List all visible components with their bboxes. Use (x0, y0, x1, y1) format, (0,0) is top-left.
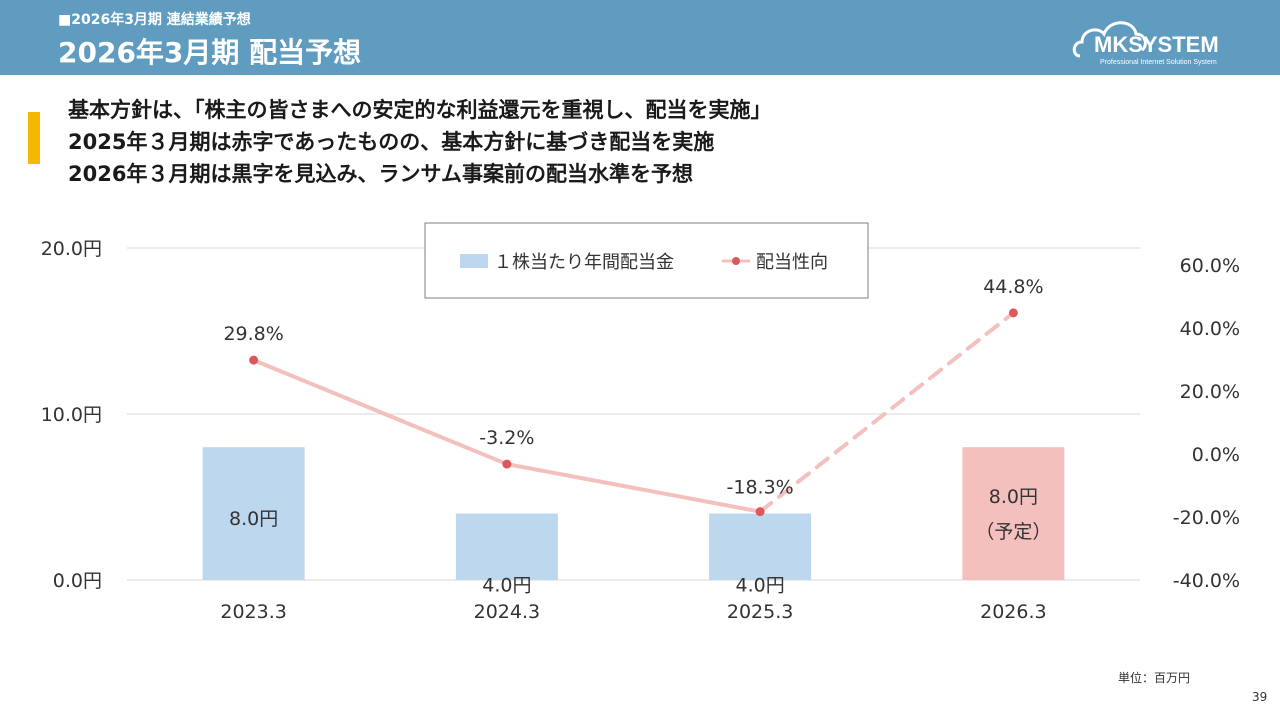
bar-2025.3 (709, 513, 812, 580)
x-tick-label: 2025.3 (727, 601, 793, 623)
bar-value-label: 8.0円 (989, 486, 1038, 508)
y-right-tick-label: 60.0% (1180, 255, 1240, 277)
payout-value-label: -3.2% (479, 427, 534, 449)
bar-2023.3 (202, 447, 305, 580)
payout-value-label: 44.8% (983, 276, 1043, 298)
legend-line-marker (732, 257, 740, 265)
payout-value-label: 29.8% (223, 323, 283, 345)
accent-bar (28, 112, 40, 164)
bar-2024.3 (455, 513, 558, 580)
bar-2026.3 (962, 447, 1065, 580)
cloud-icon (1072, 21, 1147, 58)
x-tick-label: 2024.3 (474, 601, 540, 623)
payout-marker-2024.3 (502, 459, 512, 469)
bar-value-label: 4.0円 (736, 575, 785, 597)
y-right-tick-label: 0.0% (1192, 444, 1240, 466)
payout-line-segment (504, 462, 763, 514)
y-right-tick-label: 40.0% (1180, 318, 1240, 340)
x-tick-label: 2026.3 (980, 601, 1046, 623)
logo-tagline: Professional Internet Solution System (1100, 59, 1217, 66)
payout-value-label: -18.3% (727, 477, 794, 499)
section-subtitle: ■2026年3月期 連結業績予想 (58, 12, 251, 28)
y-right-tick-label: -20.0% (1173, 507, 1240, 529)
y-right-tick-label: -40.0% (1173, 570, 1240, 592)
bar-value-label: 8.0円 (229, 508, 278, 530)
lead-line-1: 基本方針は、「株主の皆さまへの安定的な利益還元を重視し、配当を実施」 (68, 98, 772, 122)
y-right-tick-label: 20.0% (1180, 381, 1240, 403)
payout-marker-2023.3 (249, 355, 259, 365)
payout-marker-2025.3 (755, 507, 765, 517)
payout-line-segment (251, 358, 509, 467)
forecast-note-label: （予定） (975, 521, 1051, 543)
lead-line-2: 2025年３月期は赤字であったものの、基本方針に基づき配当を実施 (68, 130, 715, 154)
y-left-tick-label: 20.0円 (41, 238, 102, 260)
payout-line-segment-forecast (758, 310, 1016, 514)
payout-marker-2026.3 (1008, 308, 1018, 318)
company-logo: MKSYSTEM Professional Internet Solution … (1072, 21, 1219, 66)
y-left-tick-label: 0.0円 (53, 570, 102, 592)
legend-bar-swatch (460, 254, 488, 268)
x-tick-label: 2023.3 (220, 601, 286, 623)
unit-note: 単位：百万円 (1118, 671, 1191, 685)
lead-line-3: 2026年３月期は黒字を見込み、ランサム事案前の配当水準を予想 (68, 162, 694, 186)
y-left-tick-label: 10.0円 (41, 404, 102, 426)
header-bar: ■2026年3月期 連結業績予想 2026年3月期 配当予想 MKSYSTEM … (0, 0, 1280, 75)
logo-text: MKSYSTEM (1094, 32, 1219, 57)
legend-box (424, 222, 869, 299)
page-number: 39 (1252, 690, 1268, 704)
bar-value-label: 4.0円 (482, 575, 531, 597)
legend-bar-label: １株当たり年間配当金 (494, 252, 674, 273)
page-title: 2026年3月期 配当予想 (58, 36, 362, 69)
legend-line-label: 配当性向 (756, 252, 828, 273)
